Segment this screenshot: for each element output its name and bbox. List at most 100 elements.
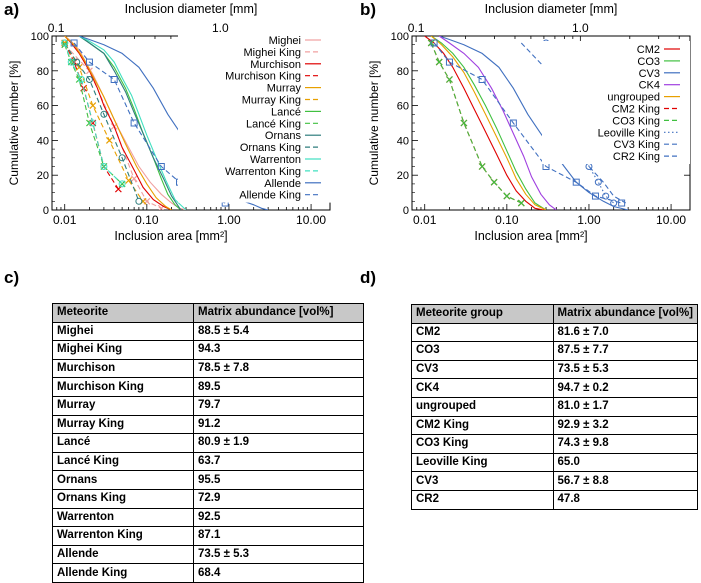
table-row: Lancé King 63.7 bbox=[52, 451, 364, 472]
table-row: Mighei King 94.3 bbox=[52, 340, 364, 360]
legend-label: Ornans King bbox=[240, 142, 301, 154]
series-line bbox=[430, 42, 522, 204]
series-line bbox=[78, 36, 182, 210]
series-line bbox=[430, 36, 547, 210]
x-tick-label: 0.10 bbox=[495, 213, 519, 227]
matrix-abundance-cell: 81.0 ± 1.7 bbox=[552, 396, 699, 417]
legend-label: CM2 King bbox=[612, 104, 660, 116]
matrix-abundance-cell: 94.7 ± 0.2 bbox=[552, 378, 699, 398]
matrix-abundance-cell: 78.5 ± 7.8 bbox=[193, 358, 364, 379]
meteorite-name-cell: CV3 bbox=[411, 359, 554, 380]
y-tick-label: 100 bbox=[391, 31, 409, 43]
data-point bbox=[135, 197, 143, 205]
legend-label: Murray bbox=[267, 83, 302, 95]
y-axis-label: Cumulative number [%] bbox=[7, 61, 21, 186]
legend-label: Allende King bbox=[239, 190, 301, 202]
matrix-abundance-cell: 74.3 ± 9.8 bbox=[552, 434, 699, 454]
y-tick-label: 40 bbox=[37, 135, 49, 147]
data-point bbox=[118, 154, 126, 162]
data-point bbox=[618, 199, 626, 207]
meteorite-name-cell: Allende bbox=[52, 544, 194, 565]
legend-label: Ornans bbox=[265, 130, 302, 142]
legend-label: Leoville King bbox=[598, 127, 660, 139]
panel-label-a: a) bbox=[4, 0, 20, 19]
meteorite-name-cell: Lancé King bbox=[52, 451, 194, 472]
table-row: CV3 73.5 ± 5.3 bbox=[411, 359, 699, 380]
legend-label: Warrenton bbox=[250, 154, 301, 166]
series-line bbox=[64, 42, 140, 202]
y-tick-label: 60 bbox=[37, 101, 49, 113]
matrix-table-meteorites: Meteorite Matrix abundance [vol%] Mighei 8… bbox=[52, 303, 364, 583]
data-point bbox=[591, 192, 599, 200]
data-point bbox=[509, 119, 517, 127]
x2-tick-label: 1.0 bbox=[572, 21, 589, 35]
table-row: Murchison King 89.5 bbox=[52, 377, 364, 397]
data-point bbox=[125, 176, 133, 184]
meteorite-name-cell: Warrenton bbox=[52, 507, 194, 528]
panel-label-d: d) bbox=[360, 268, 377, 287]
y-tick-label: 20 bbox=[37, 170, 49, 182]
table-row: Allende 73.5 ± 5.3 bbox=[52, 544, 364, 565]
legend-label: Lancé King bbox=[246, 118, 301, 130]
meteorite-name-cell: Murray bbox=[52, 395, 194, 416]
table-row: Warrenton King 87.1 bbox=[52, 526, 364, 546]
table-row: CO3 King 74.3 ± 9.8 bbox=[411, 434, 699, 454]
meteorite-name-cell: CO3 bbox=[411, 341, 554, 361]
matrix-abundance-cell: 94.3 bbox=[193, 340, 364, 360]
matrix-abundance-cell: 92.5 bbox=[193, 507, 364, 528]
data-point bbox=[70, 39, 78, 47]
data-point bbox=[61, 39, 69, 47]
column-header: Meteorite bbox=[52, 303, 194, 323]
x-tick-label: 1.00 bbox=[577, 213, 601, 227]
data-point bbox=[130, 175, 138, 183]
matrix-abundance-cell: 95.5 bbox=[193, 470, 364, 490]
y-tick-label: 100 bbox=[31, 31, 49, 43]
series-line bbox=[424, 36, 544, 210]
matrix-abundance-cell: 87.1 bbox=[193, 526, 364, 546]
data-point bbox=[67, 58, 75, 66]
matrix-abundance-cell: 65.0 bbox=[552, 452, 699, 473]
legend-label: CR2 King bbox=[613, 151, 660, 163]
data-point bbox=[118, 180, 126, 188]
panel-label-c: c) bbox=[4, 268, 20, 287]
table-row: CV3 56.7 ± 8.8 bbox=[411, 471, 699, 491]
data-point bbox=[490, 178, 498, 186]
legend-label: Murchison King bbox=[225, 71, 301, 83]
x-tick-label: 10.00 bbox=[296, 213, 326, 227]
data-point bbox=[517, 199, 525, 207]
table-row: Allende King 68.4 bbox=[52, 563, 364, 583]
meteorite-name-cell: CO3 King bbox=[411, 434, 554, 454]
meteorite-name-cell: Murray King bbox=[52, 414, 194, 435]
data-point bbox=[100, 110, 108, 118]
y-tick-label: 80 bbox=[397, 66, 409, 78]
meteorite-name-cell: Leoville King bbox=[411, 452, 554, 473]
y-tick-label: 0 bbox=[43, 205, 49, 217]
data-point bbox=[430, 39, 438, 47]
matrix-abundance-cell: 72.9 bbox=[193, 488, 364, 509]
legend-label: ungrouped bbox=[607, 92, 660, 104]
y-tick-label: 40 bbox=[397, 135, 409, 147]
legend-label: Mighei King bbox=[244, 47, 301, 59]
meteorite-name-cell: Warrenton King bbox=[52, 526, 194, 546]
series-line bbox=[64, 36, 172, 210]
column-header: Meteorite group bbox=[411, 304, 554, 324]
data-point bbox=[602, 192, 610, 200]
series-line bbox=[430, 42, 522, 204]
x-tick-label: 10.00 bbox=[656, 213, 686, 227]
data-point bbox=[610, 199, 618, 207]
matrix-abundance-cell: 73.5 ± 5.3 bbox=[193, 544, 364, 565]
table-row: CR2 47.8 bbox=[411, 489, 699, 510]
table-row: Mighei 88.5 ± 5.4 bbox=[52, 321, 364, 342]
table-row: CM2 81.6 ± 7.0 bbox=[411, 322, 699, 343]
series-line bbox=[430, 36, 547, 210]
meteorite-name-cell: Murchison King bbox=[52, 377, 194, 397]
data-point bbox=[503, 192, 511, 200]
y-axis-label: Cumulative number [%] bbox=[367, 61, 381, 186]
x2-tick-label: 0.1 bbox=[48, 21, 65, 35]
series-line bbox=[78, 36, 187, 210]
table-row: Lancé 80.9 ± 1.9 bbox=[52, 433, 364, 453]
x-tick-label: 1.00 bbox=[217, 213, 241, 227]
table-row: Ornans 95.5 bbox=[52, 470, 364, 490]
data-point bbox=[75, 76, 83, 83]
